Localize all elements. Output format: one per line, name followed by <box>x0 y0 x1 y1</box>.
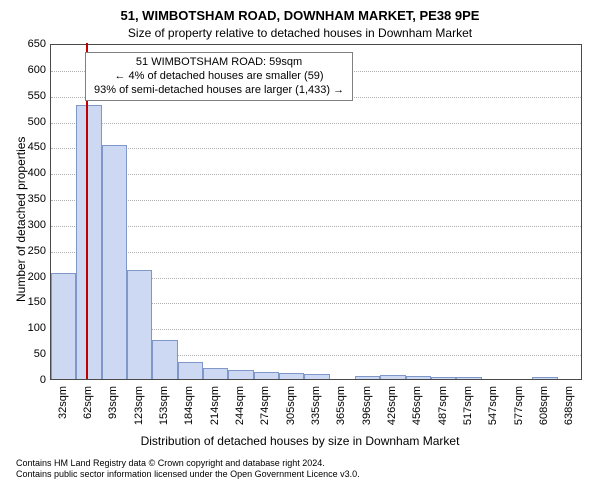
bar <box>51 273 76 379</box>
x-tick-label: 638sqm <box>563 386 575 425</box>
x-axis-title: Distribution of detached houses by size … <box>0 434 600 448</box>
x-tick-label: 365sqm <box>335 386 347 425</box>
x-tick-label: 487sqm <box>437 386 449 425</box>
x-tick-label: 93sqm <box>107 386 119 419</box>
annotation-line: 51 WIMBOTSHAM ROAD: 59sqm <box>94 56 344 70</box>
bar <box>380 375 405 379</box>
bar <box>152 340 177 379</box>
y-tick-label: 0 <box>40 374 46 386</box>
y-tick-label: 100 <box>28 322 46 334</box>
x-tick-label: 456sqm <box>411 386 423 425</box>
x-tick-label: 396sqm <box>361 386 373 425</box>
x-tick-label: 608sqm <box>538 386 550 425</box>
y-tick-label: 500 <box>28 116 46 128</box>
y-tick-label: 150 <box>28 296 46 308</box>
y-axis-label: Number of detached properties <box>14 137 28 302</box>
bar <box>127 270 152 379</box>
bar <box>178 362 203 379</box>
y-tick-label: 50 <box>34 348 46 360</box>
footer-line-2: Contains public sector information licen… <box>16 469 584 480</box>
footer-line-1: Contains HM Land Registry data © Crown c… <box>16 458 584 469</box>
chart-root: 51, WIMBOTSHAM ROAD, DOWNHAM MARKET, PE3… <box>0 0 600 500</box>
bar <box>279 373 304 379</box>
annotation-line: 93% of semi-detached houses are larger (… <box>94 84 344 98</box>
chart-title-main: 51, WIMBOTSHAM ROAD, DOWNHAM MARKET, PE3… <box>0 8 600 23</box>
y-tick-label: 650 <box>28 38 46 50</box>
y-tick-label: 600 <box>28 64 46 76</box>
x-tick-label: 305sqm <box>285 386 297 425</box>
bar <box>254 372 279 379</box>
x-tick-label: 62sqm <box>82 386 94 419</box>
bar <box>102 145 127 379</box>
x-tick-label: 577sqm <box>513 386 525 425</box>
gridline <box>51 148 581 149</box>
x-tick-label: 274sqm <box>259 386 271 425</box>
bar <box>304 374 329 379</box>
bar <box>431 377 456 379</box>
bar <box>456 377 481 379</box>
bar <box>406 376 431 379</box>
x-tick-label: 517sqm <box>462 386 474 425</box>
bar <box>203 368 228 379</box>
y-tick-label: 350 <box>28 193 46 205</box>
x-tick-label: 335sqm <box>310 386 322 425</box>
footer-text: Contains HM Land Registry data © Crown c… <box>16 458 584 480</box>
gridline <box>51 200 581 201</box>
annotation-box: 51 WIMBOTSHAM ROAD: 59sqm← 4% of detache… <box>85 52 353 101</box>
bar <box>228 370 253 379</box>
y-tick-label: 250 <box>28 245 46 257</box>
y-tick-label: 300 <box>28 219 46 231</box>
bar <box>532 377 557 379</box>
gridline <box>51 174 581 175</box>
x-tick-label: 426sqm <box>386 386 398 425</box>
y-tick-label: 550 <box>28 90 46 102</box>
gridline <box>51 226 581 227</box>
bar <box>76 105 101 379</box>
y-tick-label: 400 <box>28 167 46 179</box>
x-tick-label: 547sqm <box>487 386 499 425</box>
chart-title-sub: Size of property relative to detached ho… <box>0 26 600 40</box>
y-tick-label: 200 <box>28 271 46 283</box>
gridline <box>51 123 581 124</box>
gridline <box>51 252 581 253</box>
annotation-line: ← 4% of detached houses are smaller (59) <box>94 70 344 84</box>
x-tick-label: 244sqm <box>234 386 246 425</box>
x-tick-label: 214sqm <box>209 386 221 425</box>
x-tick-label: 32sqm <box>57 386 69 419</box>
x-tick-label: 153sqm <box>158 386 170 425</box>
x-tick-label: 184sqm <box>183 386 195 425</box>
bar <box>355 376 380 379</box>
x-tick-label: 123sqm <box>133 386 145 425</box>
y-tick-label: 450 <box>28 141 46 153</box>
